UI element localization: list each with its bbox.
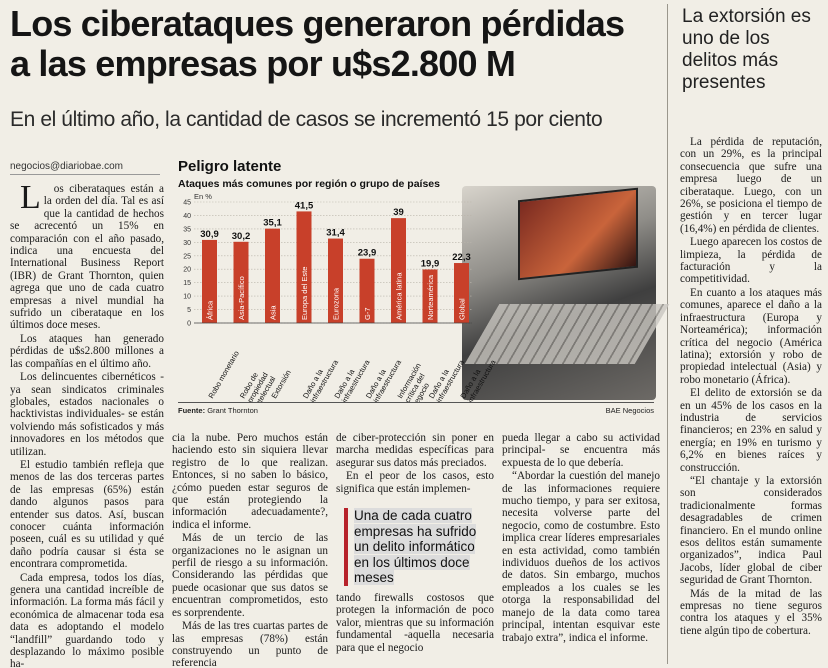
paragraph: La pérdida de reputación, con un 29%, es… xyxy=(680,136,822,235)
bar xyxy=(359,258,375,323)
paragraph: de ciber-protección sin poner en marcha … xyxy=(336,432,494,469)
data-label: 30,9 xyxy=(200,229,219,240)
paragraph: Los ataques han generado pérdidas de u$s… xyxy=(10,332,164,370)
category-label: G-7 xyxy=(363,307,372,320)
sidebar-headline: La extorsión es uno de los delitos más p… xyxy=(682,6,811,93)
chart-subtitle: Ataques más comunes por región o grupo d… xyxy=(178,178,440,190)
data-label: 41,5 xyxy=(295,200,314,211)
paragraph: Más de un tercio de las organizaciones n… xyxy=(172,532,328,619)
chart-source-name: Grant Thornton xyxy=(207,406,258,415)
attacks-bar-chart: Peligro latente Ataques más comunes por … xyxy=(172,158,670,422)
headline-line-2: a las empresas por u$s2.800 M xyxy=(10,43,516,84)
category-label: África xyxy=(206,300,215,320)
bar xyxy=(391,218,406,323)
attack-type-label: Robo monetario xyxy=(206,349,240,400)
chart-source: Fuente: Grant Thornton xyxy=(178,406,258,415)
category-label: Norteamérica xyxy=(426,274,435,320)
paragraph: Más de la mitad de las empresas no tiene… xyxy=(680,587,822,637)
bar xyxy=(233,241,249,323)
paragraph: “El chantaje y la extorsión son consider… xyxy=(680,474,822,587)
data-label: 23,9 xyxy=(358,248,377,259)
bar xyxy=(296,211,312,323)
category-label: América latina xyxy=(395,272,404,320)
y-tick-label: 5 xyxy=(187,307,191,314)
attack-type-label: Daño a lainfraestructura xyxy=(458,353,498,402)
chart-title: Peligro latente xyxy=(178,158,282,175)
article-column-2: cia la nube. Pero muchos están haciendo … xyxy=(172,432,328,668)
pull-quote-text: Una de cada cuatro empresas ha sufrido u… xyxy=(354,508,477,586)
y-tick-label: 35 xyxy=(183,226,191,233)
chart-footer-rule xyxy=(178,402,654,403)
article-column-3-continued: tando firewalls costosos que protegen la… xyxy=(336,592,494,655)
paragraph: Cada empresa, todos los días, genera una… xyxy=(10,571,164,668)
category-label: Eurozona xyxy=(332,287,341,320)
paragraph: Los delincuentes cibernéticos -ya sean s… xyxy=(10,371,164,458)
article-column-4: pueda llegar a cabo su actividad princip… xyxy=(502,432,660,645)
y-tick-label: 0 xyxy=(187,321,191,328)
article-column-3: de ciber-protección sin poner en marcha … xyxy=(336,432,494,496)
paragraph: Los ciberataques están a la orden del dí… xyxy=(10,179,164,332)
headline: Los ciberataques generaron pérdidas a la… xyxy=(10,4,650,84)
data-label: 22,3 xyxy=(452,252,471,263)
byline-email: negocios@diariobae.com xyxy=(10,161,123,172)
y-tick-label: 45 xyxy=(183,200,191,207)
paragraph: Más de las tres cuartas partes de las em… xyxy=(172,620,328,668)
column-divider xyxy=(667,4,668,664)
paragraph: En el peor de los casos, esto significa … xyxy=(336,470,494,495)
y-tick-label: 30 xyxy=(183,240,191,247)
data-label: 39 xyxy=(393,207,404,218)
byline-divider xyxy=(10,174,160,175)
attack-type-label: Robo depropiedadintelectual xyxy=(238,366,278,402)
paragraph: El delito de extorsión se da en un 45% d… xyxy=(680,387,822,474)
data-label: 31,4 xyxy=(326,228,345,239)
pull-quote: Una de cada cuatro empresas ha sufrido u… xyxy=(344,508,492,586)
bar xyxy=(265,228,280,323)
chart-credit: BAE Negocios xyxy=(605,406,654,415)
y-tick-label: 10 xyxy=(183,294,191,301)
chart-unit: En % xyxy=(194,192,212,201)
paragraph: pueda llegar a cabo su actividad princip… xyxy=(502,432,660,469)
y-tick-label: 20 xyxy=(183,267,191,274)
bar xyxy=(422,269,438,323)
laptop-photo xyxy=(462,186,670,400)
paragraph: Luego aparecen los costos de limpieza, l… xyxy=(680,236,822,286)
paragraph: El estudio también refleja que menos de … xyxy=(10,458,164,571)
category-label: Global xyxy=(458,298,467,320)
bar xyxy=(454,263,469,323)
data-label: 35,1 xyxy=(263,218,282,229)
paragraph: cia la nube. Pero muchos están haciendo … xyxy=(172,432,328,531)
chart-plot: 0 5 10 15 20 25 30 35 40 45 30,9 África Robo monetar… xyxy=(183,200,498,403)
y-tick-label: 40 xyxy=(183,213,191,220)
headline-line-1: Los ciberataques generaron pérdidas xyxy=(10,3,625,44)
paragraph: En cuanto a los ataques más comunes, apa… xyxy=(680,286,822,386)
paragraph: “Abordar la cuestión del manejo de las i… xyxy=(502,470,660,644)
article-column-1: Los ciberataques están a la orden del dí… xyxy=(10,179,164,668)
chart-source-label: Fuente: xyxy=(178,406,206,415)
data-label: 30,2 xyxy=(232,231,251,242)
bar xyxy=(328,238,343,323)
category-label: Asia-Pacífico xyxy=(237,276,246,320)
y-tick-label: 15 xyxy=(183,280,191,287)
sidebar-column: La pérdida de reputación, con un 29%, es… xyxy=(680,136,822,638)
bar xyxy=(202,239,217,323)
category-label: Europa del Este xyxy=(300,267,309,320)
category-label: Asia xyxy=(269,305,278,320)
paragraph: tando firewalls costosos que protegen la… xyxy=(336,592,494,654)
y-tick-label: 25 xyxy=(183,253,191,260)
subheadline: En el último año, la cantidad de casos s… xyxy=(10,108,603,131)
data-label: 19,9 xyxy=(421,258,440,269)
